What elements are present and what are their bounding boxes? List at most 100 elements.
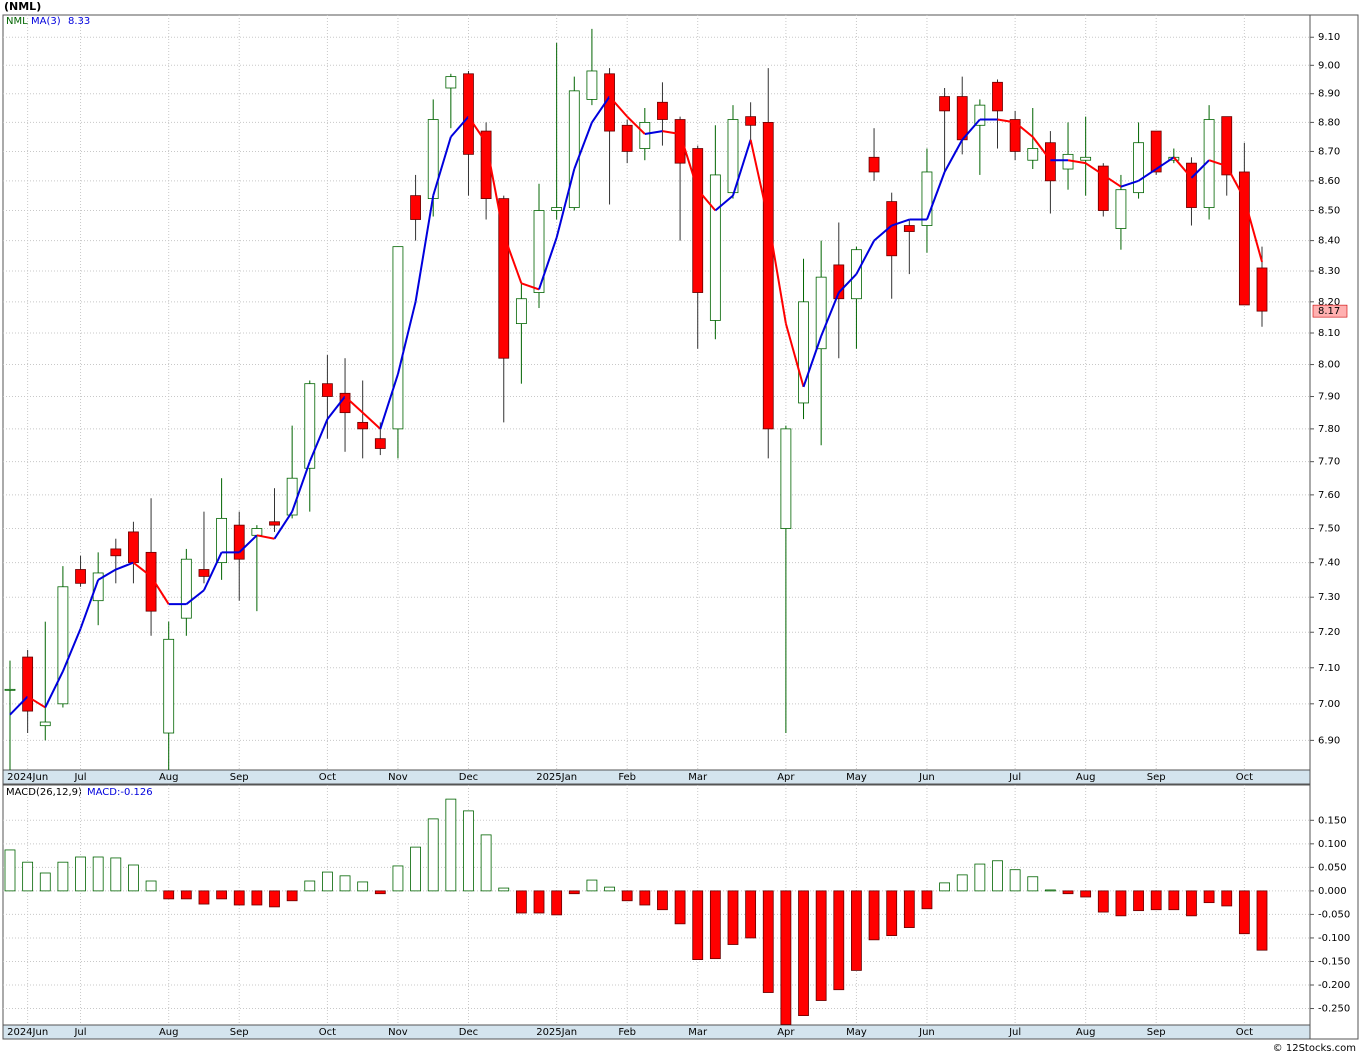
ma-segment — [467, 116, 487, 144]
y-tick-label: 8.50 — [1318, 206, 1340, 217]
y-tick-label: 8.40 — [1318, 236, 1340, 247]
y-tick-label: -0.150 — [1318, 956, 1350, 967]
x-tick-label: Aug — [1076, 772, 1096, 783]
macd-bar — [216, 890, 228, 900]
candle-body — [568, 90, 580, 208]
y-tick-label: 0.150 — [1318, 815, 1347, 826]
x-tick-label: Dec — [459, 772, 478, 783]
macd-bar — [551, 890, 563, 916]
x-tick-label: Feb — [618, 772, 636, 783]
ma-segment — [203, 551, 223, 591]
ma-segment — [802, 335, 823, 388]
candle-body — [110, 548, 122, 557]
x-tick-label: Jun — [918, 1027, 935, 1038]
macd-bar — [903, 890, 915, 928]
candle-body — [498, 198, 510, 359]
candle-body — [956, 96, 968, 141]
macd-bar — [110, 857, 122, 892]
y-tick-label: 7.80 — [1318, 424, 1340, 435]
macd-bar — [145, 880, 157, 892]
macd-bar — [374, 890, 386, 895]
candle-body — [128, 531, 139, 564]
candle-body — [4, 688, 16, 691]
ma-segment — [1085, 162, 1104, 176]
macd-bar — [4, 849, 16, 892]
ma-segment — [9, 695, 29, 716]
macd-bar — [1133, 890, 1144, 912]
ma-segment — [308, 418, 329, 463]
y-tick-label: 7.50 — [1318, 524, 1340, 535]
x-tick-label: Jun — [918, 772, 935, 783]
ma-segment — [732, 139, 752, 196]
candle-body — [657, 101, 668, 120]
x-tick-label: Mar — [688, 1027, 708, 1038]
y-tick-label: 6.90 — [1318, 735, 1340, 746]
ma-segment — [926, 171, 946, 220]
macd-bar — [1027, 876, 1039, 892]
y-tick-label: 0.050 — [1318, 862, 1347, 873]
candle-body — [692, 148, 704, 293]
ma-segment — [273, 511, 293, 540]
ma-segment — [943, 139, 964, 173]
macd-bar — [709, 890, 721, 960]
y-tick-label: 7.40 — [1318, 558, 1340, 569]
macd-bar — [233, 890, 245, 906]
candle-body — [815, 276, 827, 350]
macd-bar — [128, 864, 139, 892]
macd-bar — [57, 861, 69, 892]
ma-segment — [1173, 156, 1193, 179]
candle-body — [304, 383, 316, 469]
macd-bar — [851, 890, 862, 971]
y-tick-label: 0.000 — [1318, 886, 1347, 897]
y-tick-label: 8.60 — [1318, 176, 1340, 187]
ma-segment — [115, 561, 134, 571]
legend-ma-value: 8.33 — [68, 16, 90, 27]
macd-bar — [762, 890, 774, 993]
macd-bar — [515, 890, 527, 914]
candle-body — [515, 298, 527, 325]
macd-bar — [22, 861, 34, 892]
y-tick-label: -0.200 — [1318, 980, 1350, 991]
candle-body — [1027, 148, 1039, 161]
y-tick-label: 9.10 — [1318, 32, 1340, 43]
candle-body — [233, 524, 245, 560]
x-tick-label: Aug — [1076, 1027, 1096, 1038]
ma-segment — [1138, 168, 1157, 182]
macd-bar — [322, 871, 333, 892]
y-tick-label: -0.250 — [1318, 1004, 1350, 1015]
macd-bar — [1044, 889, 1056, 892]
y-tick-label: 9.00 — [1318, 60, 1340, 71]
y-tick-label: -0.050 — [1318, 909, 1350, 920]
y-tick-label: 7.70 — [1318, 457, 1340, 468]
candle-body — [251, 528, 263, 536]
candle-body — [762, 122, 774, 430]
x-tick-label: Mar — [688, 772, 708, 783]
macd-bar — [1186, 890, 1197, 917]
macd-bar — [657, 890, 668, 911]
ma-segment — [238, 534, 258, 554]
ma-segment — [873, 224, 893, 242]
ma-segment — [820, 292, 840, 337]
candle-body — [1097, 165, 1109, 211]
macd-bar — [163, 890, 175, 900]
macd-bar — [1150, 890, 1162, 911]
y-tick-label: 8.30 — [1318, 266, 1340, 277]
ma-segment — [662, 130, 681, 135]
x-tick-label: Sep — [230, 1027, 249, 1038]
macd-bar — [533, 890, 545, 914]
y-tick-label: -0.100 — [1318, 933, 1350, 944]
macd-bar — [1221, 890, 1233, 907]
candle-body — [145, 551, 157, 612]
macd-bar — [621, 890, 633, 902]
candle-body — [586, 70, 598, 100]
ma-segment — [538, 237, 558, 290]
ma-segment — [997, 118, 1016, 124]
candle-body — [1256, 267, 1268, 312]
macd-bar — [586, 879, 598, 892]
macd-bar — [868, 890, 880, 941]
legend-ma: MA(3) — [31, 16, 61, 27]
macd-bar — [1256, 890, 1268, 951]
ma-segment — [185, 589, 205, 605]
candle-body — [1133, 142, 1144, 194]
